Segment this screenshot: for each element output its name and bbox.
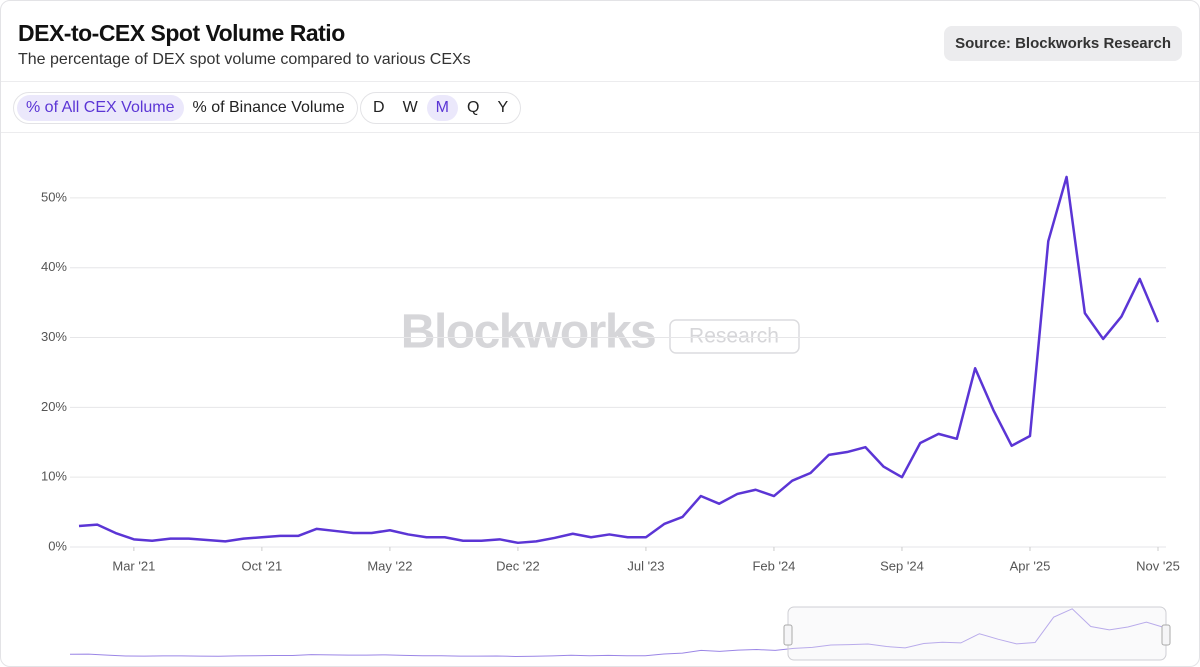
controls: % of All CEX Volume % of Binance Volume D… bbox=[1, 81, 1199, 133]
x-tick-label: Sep '24 bbox=[880, 558, 924, 573]
source-button[interactable]: Source: Blockworks Research bbox=[944, 26, 1182, 61]
interval-button[interactable]: Q bbox=[467, 99, 480, 116]
x-tick-label: Apr '25 bbox=[1010, 558, 1051, 573]
navigator-line bbox=[69, 608, 1166, 657]
interval-button[interactable]: M bbox=[426, 95, 458, 121]
metric-button[interactable]: % of Binance Volume bbox=[192, 99, 345, 116]
data-line bbox=[78, 175, 1160, 545]
y-tick-label: 0% bbox=[48, 538, 67, 553]
title: DEX-to-CEX Spot Volume Ratio bbox=[18, 20, 345, 46]
subtitle: The percentage of DEX spot volume compar… bbox=[18, 51, 471, 68]
x-tick-label: Nov '25 bbox=[1136, 558, 1180, 573]
interval-button[interactable]: D bbox=[373, 99, 385, 116]
navigator-window bbox=[787, 606, 1167, 661]
metric-button[interactable]: % of All CEX Volume bbox=[17, 95, 184, 121]
x-tick-label: May '22 bbox=[367, 558, 412, 573]
y-tick-label: 40% bbox=[41, 259, 67, 274]
x-tick-label: Dec '22 bbox=[496, 558, 540, 573]
interval-button[interactable]: Y bbox=[497, 99, 509, 116]
navigator-handle[interactable] bbox=[783, 624, 793, 646]
y-tick-label: 30% bbox=[41, 329, 67, 344]
navigator-handle[interactable] bbox=[1161, 624, 1171, 646]
y-tick-label: 50% bbox=[41, 189, 67, 204]
x-tick-label: Feb '24 bbox=[752, 558, 795, 573]
y-tick-label: 10% bbox=[41, 469, 67, 484]
x-tick-label: Oct '21 bbox=[241, 558, 282, 573]
y-tick-label: 20% bbox=[41, 399, 67, 414]
x-tick-label: Mar '21 bbox=[112, 558, 155, 573]
watermark-brand: Blockworks bbox=[401, 306, 655, 359]
watermark-tag: Research bbox=[689, 325, 779, 348]
x-tick-label: Jul '23 bbox=[627, 558, 664, 573]
interval-button[interactable]: W bbox=[402, 99, 418, 116]
watermark-box bbox=[669, 319, 800, 354]
metric-toggle: % of All CEX Volume % of Binance Volume bbox=[13, 92, 358, 124]
